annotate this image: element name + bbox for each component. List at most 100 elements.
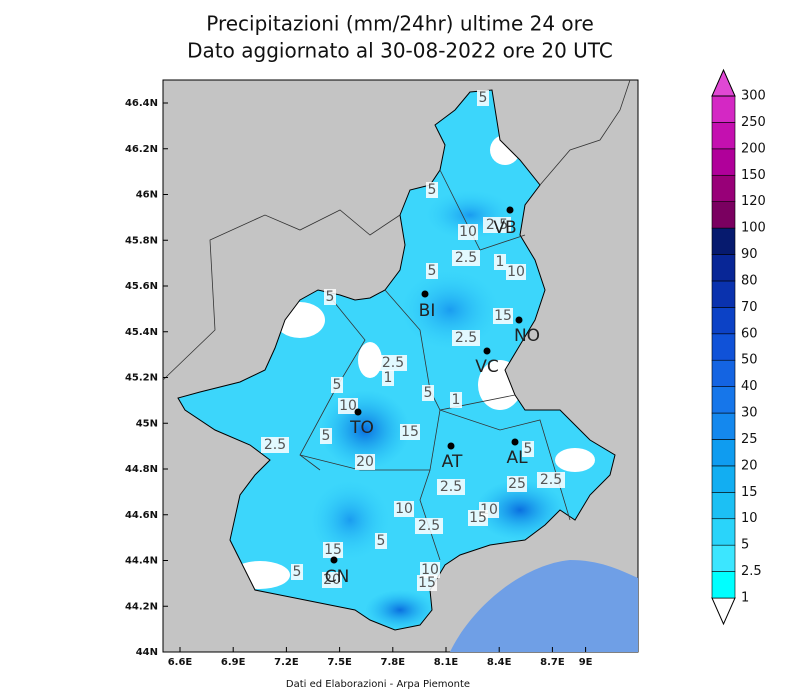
colorbar-label: 70 — [741, 300, 758, 315]
city-label: NO — [514, 326, 540, 346]
colorbar-segment — [711, 333, 736, 361]
colorbar-segment — [711, 544, 736, 572]
colorbar-segment — [711, 174, 736, 202]
colorbar-bottom — [711, 597, 736, 626]
contour-label-box — [522, 441, 534, 457]
border — [162, 209, 401, 381]
lat-label: 44.2N — [125, 601, 158, 612]
contour-label: 10 — [507, 264, 525, 280]
lat-label: 46N — [136, 190, 158, 201]
city-marker — [506, 206, 514, 214]
contour-label-box — [291, 564, 303, 580]
contour-label: 2.5 — [455, 330, 477, 346]
contour-label-box — [452, 330, 480, 346]
lat-label: 45N — [136, 418, 158, 429]
colorbar-label: 200 — [741, 141, 766, 156]
contour-label: 15 — [469, 510, 487, 526]
city-label: BI — [419, 301, 436, 321]
contour-label-box — [426, 263, 438, 279]
colorbar-label: 2.5 — [741, 564, 762, 579]
contour-label-box — [468, 510, 488, 526]
city-label: VC — [475, 357, 499, 377]
colorbar-label: 100 — [741, 221, 766, 236]
colorbar-segment — [711, 227, 736, 255]
contour-label-box — [323, 542, 343, 558]
colorbar-label: 300 — [741, 89, 766, 104]
contour-label-box — [493, 308, 513, 324]
contour-label-box — [437, 479, 465, 495]
colorbar-label: 10 — [741, 511, 758, 526]
title-line: Dato aggiornato al 30-08-2022 ore 20 UTC — [187, 39, 613, 63]
contour-label: 15 — [418, 575, 436, 591]
lat-label: 44.4N — [125, 556, 158, 567]
contour-label-box — [415, 518, 443, 534]
colorbar-label: 50 — [741, 353, 758, 368]
colorbar-label: 150 — [741, 168, 766, 183]
contour-label: 15 — [324, 542, 342, 558]
colorbar-segment — [711, 148, 736, 176]
lon-label: 7.2E — [274, 657, 299, 668]
lat-label: 44.8N — [125, 464, 158, 475]
city-label: VB — [493, 218, 516, 238]
colorbar-label: 120 — [741, 194, 766, 209]
colorbar-segment — [711, 95, 736, 123]
colorbar-segment — [711, 412, 736, 440]
colorbar-segment — [711, 439, 736, 467]
lon-label: 8.7E — [540, 657, 565, 668]
contour-label-box — [450, 392, 462, 408]
city-label: TO — [349, 418, 374, 438]
contour-label: 2.5 — [264, 437, 286, 453]
contour-label: 1 — [452, 392, 461, 408]
contour-label: 5 — [293, 564, 302, 580]
colorbar-segment — [711, 201, 736, 229]
colorbar-label: 25 — [741, 432, 758, 447]
contour-label: 15 — [494, 308, 512, 324]
contour-label-box — [382, 370, 394, 386]
lat-label: 45.2N — [125, 373, 158, 384]
colorbar-label: 60 — [741, 326, 758, 341]
lat-label: 45.4N — [125, 327, 158, 338]
contour-label-box — [420, 562, 440, 578]
contour-label: 2.5 — [440, 479, 462, 495]
colorbar-segment — [711, 359, 736, 387]
colorbar-label: 40 — [741, 379, 758, 394]
contour-label-box — [400, 424, 420, 440]
colorbar-segment — [711, 122, 736, 150]
colorbar-top — [711, 68, 736, 97]
city-marker — [447, 442, 455, 450]
contour-label-box — [426, 182, 438, 198]
contour-label-box — [452, 250, 480, 266]
contour-label: 5 — [424, 385, 433, 401]
contour-label-box — [338, 398, 358, 414]
city-label: CN — [325, 567, 350, 587]
contour-label-box — [537, 472, 565, 488]
contour-label-box — [331, 377, 343, 393]
contour-label: 5 — [428, 182, 437, 198]
lat-label: 44N — [136, 647, 158, 658]
contour-label-box — [261, 437, 289, 453]
city-marker — [330, 556, 338, 564]
contour-label-box — [324, 289, 336, 305]
contour-label-box — [322, 572, 342, 588]
contour-label-box — [483, 217, 511, 233]
contour-label: 10 — [421, 562, 439, 578]
contour-label-box — [422, 385, 434, 401]
lon-label: 7.5E — [327, 657, 352, 668]
city-label: AL — [506, 448, 528, 468]
contour-label: 20 — [323, 572, 341, 588]
contour-label: 5 — [377, 533, 386, 549]
colorbar-segment — [711, 280, 736, 308]
contour-label: 1 — [496, 254, 505, 270]
city-marker — [421, 290, 429, 298]
colorbar-label: 1 — [741, 591, 749, 606]
title-line: Precipitazioni (mm/24hr) ultime 24 ore — [206, 12, 594, 36]
lon-label: 6.6E — [168, 657, 193, 668]
contour-label: 2.5 — [486, 217, 508, 233]
contour-label-box — [417, 575, 437, 591]
contour-label-box — [375, 533, 387, 549]
contour-label: 5 — [524, 441, 533, 457]
colorbar-label: 5 — [741, 538, 749, 553]
lon-label: 8.4E — [487, 657, 512, 668]
colorbar-segment — [711, 254, 736, 282]
